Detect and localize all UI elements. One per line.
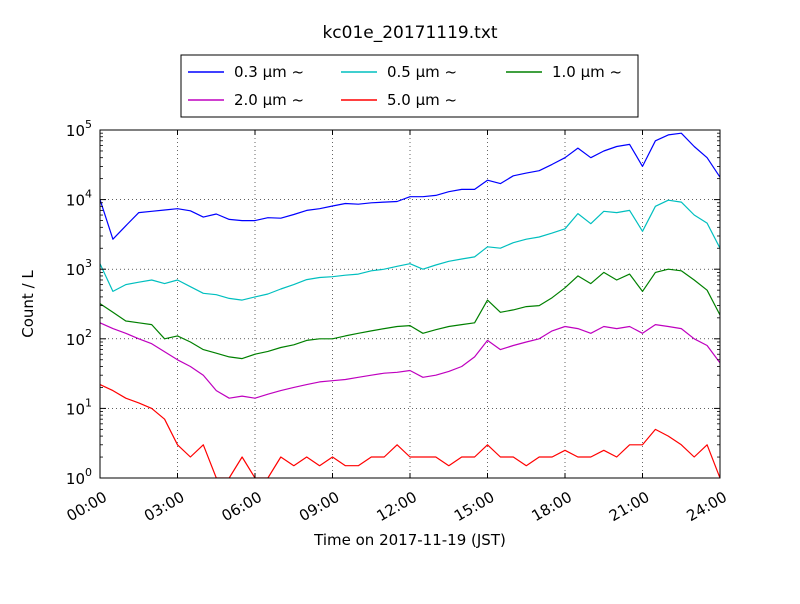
legend-label: 1.0 μm ~ <box>552 63 622 81</box>
x-axis-label: Time on 2017-11-19 (JST) <box>313 531 506 549</box>
legend-box <box>180 54 639 118</box>
y-axis-ticks: 100 101 102 103 104 105 <box>66 118 720 488</box>
series-line-3 <box>100 322 720 399</box>
y-tick-label: 105 <box>66 118 92 140</box>
legend-label: 2.0 μm ~ <box>234 91 304 109</box>
plot-area <box>100 130 720 478</box>
chart-title: kc01e_20171119.txt <box>322 23 497 43</box>
y-tick-label: 100 <box>66 466 92 488</box>
legend-label: 0.5 μm ~ <box>387 63 457 81</box>
y-axis-label: Count / L <box>19 270 37 338</box>
legend-label: 0.3 μm ~ <box>234 63 304 81</box>
series-line-0 <box>100 132 720 240</box>
legend: 0.3 μm ~ 0.5 μm ~ 1.0 μm ~ 2.0 μm ~ 5.0 μm ~ <box>180 54 639 118</box>
legend-label: 5.0 μm ~ <box>387 91 457 109</box>
y-tick-label: 103 <box>66 257 92 279</box>
series-lines <box>100 132 720 478</box>
series-line-4 <box>100 384 720 478</box>
y-tick-label: 104 <box>66 188 92 210</box>
y-tick-label: 102 <box>66 327 92 349</box>
y-tick-label: 101 <box>66 396 92 418</box>
series-line-2 <box>100 268 720 360</box>
grid <box>100 130 720 478</box>
series-line-1 <box>100 199 720 301</box>
